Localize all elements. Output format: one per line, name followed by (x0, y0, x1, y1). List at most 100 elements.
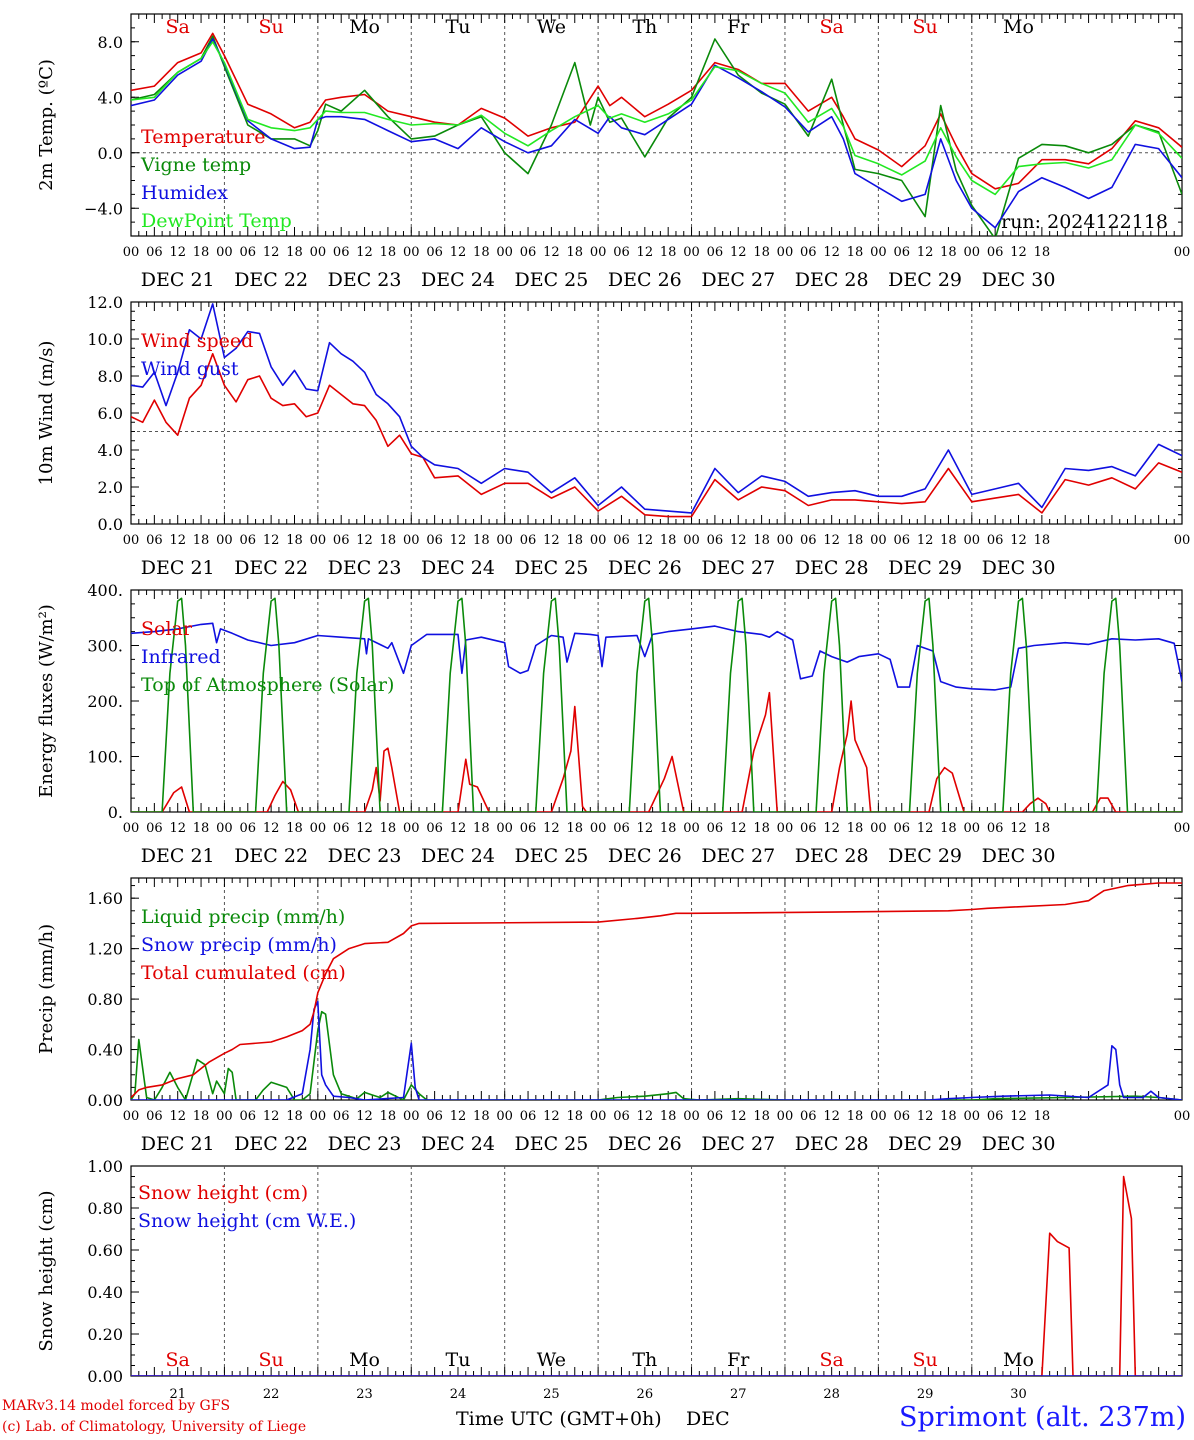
day-number: 24 (450, 1387, 467, 1402)
date-label: DEC 29 (888, 845, 962, 867)
legend-entry: Humidex (141, 182, 228, 204)
hour-label: 18 (193, 821, 210, 836)
hour-label: 12 (543, 821, 560, 836)
date-label: DEC 23 (328, 269, 402, 291)
hour-label: 18 (1034, 533, 1051, 548)
y-tick-label: 0.00 (87, 1367, 123, 1386)
y-tick-label: 1.60 (87, 889, 123, 908)
day-number: 30 (1010, 1387, 1027, 1402)
y-tick-label: 1.00 (87, 1157, 123, 1176)
hour-label: 12 (730, 533, 747, 548)
date-label: DEC 22 (234, 269, 308, 291)
y-tick-label: 6.0 (98, 404, 123, 423)
hour-label: 06 (333, 245, 350, 260)
date-label: DEC 30 (982, 1133, 1056, 1155)
hour-label: 12 (169, 1109, 186, 1124)
hour-label: 06 (987, 1109, 1004, 1124)
hour-label: 12 (1010, 533, 1027, 548)
hour-label: 00 (683, 245, 700, 260)
hour-label: 18 (473, 1109, 490, 1124)
weekday-label-top: Th (632, 16, 657, 38)
weekday-label-top: Tu (446, 16, 471, 38)
day-number: 23 (356, 1387, 373, 1402)
hour-label: 06 (987, 533, 1004, 548)
hour-label: 06 (707, 245, 724, 260)
hour-label: 06 (893, 821, 910, 836)
hour-label: 00 (777, 245, 794, 260)
hour-label: 06 (426, 821, 443, 836)
hour-label: 06 (146, 245, 163, 260)
hour-label: 18 (380, 1109, 397, 1124)
hour-label: 00 (310, 1109, 327, 1124)
hour-label: 06 (520, 533, 537, 548)
hour-label: 18 (753, 533, 770, 548)
x-axis-label: Time UTC (GMT+0h) (456, 1408, 662, 1430)
hour-label: 12 (169, 533, 186, 548)
hour-label: 18 (286, 245, 303, 260)
series-line-2 (131, 622, 1182, 691)
y-axis-label: Snow height (cm) (36, 1190, 57, 1351)
weekday-label-top: Mo (349, 16, 380, 38)
hour-label: 06 (240, 821, 257, 836)
legend-entry: Infrared (141, 646, 221, 668)
date-label: DEC 24 (421, 1133, 495, 1155)
legend-entry: Wind gust (141, 358, 239, 380)
hour-label: 18 (193, 533, 210, 548)
date-label: DEC 27 (701, 269, 775, 291)
hour-label: 12 (823, 821, 840, 836)
hour-label: 00 (870, 821, 887, 836)
hour-label: 12 (823, 1109, 840, 1124)
series-line-1 (131, 1010, 1182, 1100)
y-tick-label: 2.0 (98, 478, 123, 497)
weekday-label-bottom: Su (912, 1349, 937, 1371)
hour-label: 06 (426, 533, 443, 548)
panel-4: 1.60 1.20 0.80 0.40 0.00 Precip (mm/h) Liquid … (36, 877, 1191, 1155)
date-label: DEC 25 (514, 1133, 588, 1155)
weekday-label-top: Su (912, 16, 937, 38)
hour-label: 12 (356, 821, 373, 836)
series-line-4 (131, 40, 1182, 196)
y-tick-label: 0.00 (87, 1091, 123, 1110)
hour-label: 00 (496, 245, 513, 260)
date-label: DEC 22 (234, 1133, 308, 1155)
hour-label: 00 (590, 245, 607, 260)
date-label: DEC 29 (888, 1133, 962, 1155)
date-label: DEC 21 (141, 845, 215, 867)
day-number: 29 (917, 1387, 934, 1402)
run-label: run: 2024122118 (1001, 211, 1168, 233)
hour-label: 06 (333, 821, 350, 836)
hour-label: 12 (169, 821, 186, 836)
weekday-label-bottom: Th (632, 1349, 657, 1371)
hour-label: 06 (613, 1109, 630, 1124)
hour-label: 06 (333, 533, 350, 548)
hour-label: 18 (940, 533, 957, 548)
date-label: DEC 26 (608, 845, 682, 867)
hour-label: 18 (847, 245, 864, 260)
model-credit-line: MARv3.14 model forced by GFS (2, 1398, 231, 1414)
legend-entry: Snow height (cm) (138, 1182, 308, 1204)
hour-label: 18 (753, 821, 770, 836)
hour-label: 00 (870, 245, 887, 260)
hour-label: 12 (263, 821, 280, 836)
hour-label: 06 (240, 533, 257, 548)
weekday-label-bottom: Sa (166, 1349, 190, 1371)
date-label: DEC 30 (982, 845, 1056, 867)
hour-label: 00 (403, 1109, 420, 1124)
weekday-label-top: Sa (819, 16, 843, 38)
hour-label: 12 (356, 533, 373, 548)
y-tick-label: 4.0 (98, 88, 123, 107)
date-label: DEC 22 (234, 557, 308, 579)
hour-label: 00 (216, 533, 233, 548)
hour-label: 00 (964, 821, 981, 836)
hour-label: 18 (847, 533, 864, 548)
weekday-label-bottom: Tu (446, 1349, 471, 1371)
date-label: DEC 21 (141, 1133, 215, 1155)
hour-label: 00 (1174, 1109, 1191, 1124)
date-label: DEC 28 (795, 1133, 869, 1155)
hour-label: 12 (1010, 821, 1027, 836)
hour-label: 12 (637, 245, 654, 260)
y-tick-label: 300. (87, 637, 123, 656)
hour-label: 06 (146, 533, 163, 548)
hour-label: 00 (590, 1109, 607, 1124)
series-line-2 (131, 35, 1182, 236)
